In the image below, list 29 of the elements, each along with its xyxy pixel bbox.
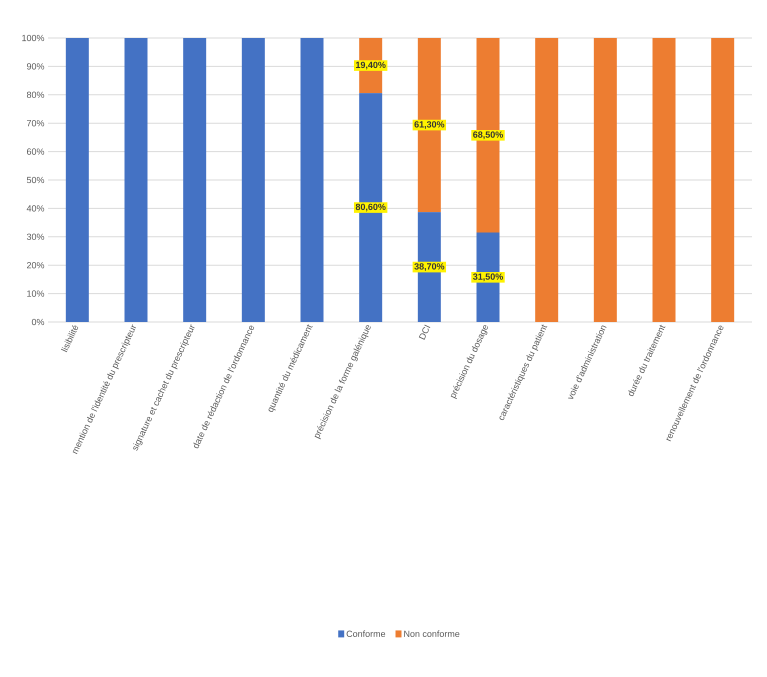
y-tick-label: 100% <box>22 34 44 42</box>
y-tick-label: 40% <box>26 205 44 212</box>
y-tick-label: 60% <box>26 148 44 155</box>
bar <box>66 38 89 322</box>
bar <box>183 38 206 322</box>
legend-label: Conforme <box>346 630 386 637</box>
y-tick-label: 80% <box>26 92 44 98</box>
data-label: 68,50% <box>473 131 503 140</box>
data-label: 61,30% <box>414 121 444 129</box>
bar <box>300 38 324 322</box>
bar <box>652 38 676 322</box>
y-tick-label: 10% <box>27 290 44 297</box>
bar <box>535 38 558 322</box>
data-label: 31,50% <box>473 273 503 282</box>
bar <box>711 38 734 322</box>
y-tick-label: 30% <box>26 234 44 240</box>
bar <box>594 38 617 322</box>
data-label: 19,40% <box>356 62 386 70</box>
y-tick-label: 50% <box>26 176 44 184</box>
legend-label: Non conforme <box>404 630 460 637</box>
y-tick-label: 20% <box>26 262 44 268</box>
bar <box>242 38 265 322</box>
y-tick-label: 0% <box>32 318 44 326</box>
y-tick-label: 90% <box>26 63 44 70</box>
bar <box>124 38 148 322</box>
x-tick-label: DCI <box>418 324 430 340</box>
y-tick-label: 70% <box>26 120 44 126</box>
data-label: 80,60% <box>356 204 386 212</box>
data-label: 38,70% <box>414 263 444 271</box>
